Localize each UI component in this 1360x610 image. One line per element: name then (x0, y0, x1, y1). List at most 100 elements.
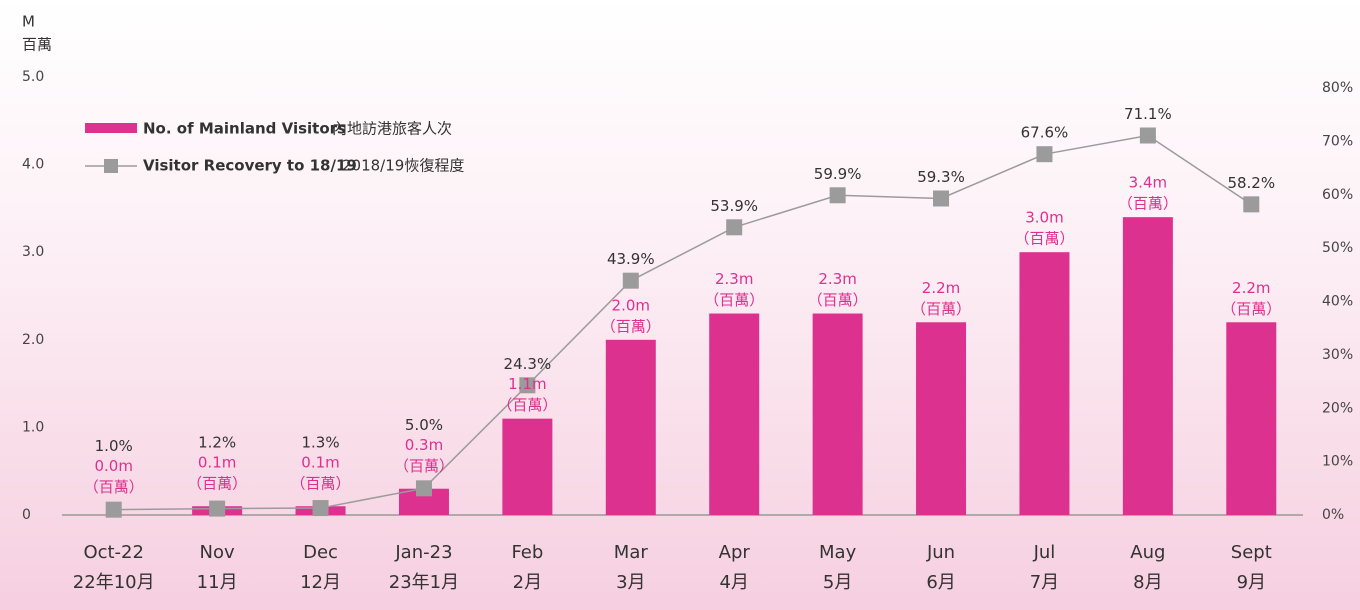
recovery-marker (726, 219, 743, 236)
bar-value-unit: （百萬） (1221, 300, 1281, 318)
x-tick-label-zh: 9月 (1237, 572, 1266, 593)
recovery-marker (1036, 146, 1053, 163)
x-tick-label: Feb (511, 542, 543, 563)
recovery-line (113, 134, 1252, 511)
y-tick-label: 1.0 (22, 419, 44, 435)
recovery-marker (829, 187, 846, 204)
x-tick-label: Jul (1033, 542, 1056, 563)
y-axis-label-zh: 百萬 (22, 36, 52, 54)
bar (1226, 322, 1277, 515)
bar (502, 418, 553, 515)
bar-value-unit: （百萬） (911, 300, 971, 318)
bar-value-unit: （百萬） (601, 317, 661, 335)
x-tick-label: Jan-23 (394, 542, 452, 563)
y2-tick-label: 20% (1322, 400, 1353, 416)
recovery-marker (209, 500, 226, 517)
x-tick-label-zh: 12月 (300, 572, 341, 593)
bar-value-unit: （百萬） (394, 457, 454, 475)
line-value-label: 1.3% (301, 434, 339, 452)
line-value-label: 1.2% (198, 434, 236, 452)
x-tick-label: Apr (719, 542, 751, 563)
bar (916, 322, 967, 515)
bar-value-label: 3.0m (1025, 209, 1063, 227)
x-tick-label-zh: 11月 (197, 572, 238, 593)
x-tick-label: Aug (1130, 542, 1165, 563)
bar-value-unit: （百萬） (704, 291, 764, 309)
bar-value-label: 1.1m (508, 375, 546, 393)
y2-tick-label: 0% (1322, 507, 1344, 523)
bar-value-label: 2.3m (715, 270, 753, 288)
legend-label-zh: 內地訪港旅客人次 (332, 120, 452, 138)
recovery-marker (1139, 127, 1156, 144)
line-value-label: 59.3% (917, 168, 965, 186)
bar (1122, 217, 1173, 515)
bar (709, 313, 760, 515)
recovery-marker (312, 500, 329, 517)
y2-tick-label: 40% (1322, 294, 1353, 310)
bar-value-unit: （百萬） (497, 396, 557, 414)
bar (812, 313, 863, 515)
line-value-label: 53.9% (710, 197, 758, 215)
bar-value-label: 2.0m (612, 296, 650, 314)
y2-tick-label: 10% (1322, 454, 1353, 470)
x-tick-label: Sept (1231, 542, 1272, 563)
x-tick-label: Nov (200, 542, 235, 563)
line-value-label: 43.9% (607, 250, 655, 268)
legend-swatch (85, 123, 137, 133)
bar-value-label: 2.3m (818, 270, 856, 288)
x-tick-label: Oct-22 (83, 542, 144, 563)
x-tick-label-zh: 7月 (1030, 572, 1059, 593)
line-value-label: 58.2% (1227, 174, 1275, 192)
bar-value-label: 2.2m (1232, 279, 1270, 297)
bar-value-label: 0.1m (301, 454, 339, 472)
bar-value-unit: （百萬） (291, 475, 351, 493)
x-tick-label-zh: 22年10月 (73, 572, 155, 593)
x-tick-label-zh: 4月 (719, 572, 748, 593)
x-tick-label-zh: 3月 (616, 572, 645, 593)
bar-value-label: 0.3m (405, 436, 443, 454)
bar-value-unit: （百萬） (1118, 195, 1178, 213)
bar-value-label: 3.4m (1129, 174, 1167, 192)
x-tick-label-zh: 2月 (513, 572, 542, 593)
line-value-label: 59.9% (814, 165, 862, 183)
bar-value-unit: （百萬） (1014, 230, 1074, 248)
x-tick-label-zh: 23年1月 (389, 572, 459, 593)
y2-tick-label: 80% (1322, 80, 1353, 96)
y2-tick-label: 60% (1322, 187, 1353, 203)
x-tick-label-zh: 6月 (926, 572, 955, 593)
bar-value-unit: （百萬） (187, 475, 247, 493)
bar-value-label: 0.0m (94, 457, 132, 475)
x-tick-label: Mar (614, 542, 649, 563)
line-value-label: 24.3% (504, 355, 552, 373)
y2-tick-label: 50% (1322, 240, 1353, 256)
recovery-marker (1243, 196, 1260, 213)
x-tick-label-zh: 8月 (1133, 572, 1162, 593)
y-tick-label: 0 (22, 507, 31, 523)
bar-value-unit: （百萬） (808, 291, 868, 309)
bar-value-label: 0.1m (198, 454, 236, 472)
legend-label-zh: 2018/19恢復程度 (342, 157, 464, 175)
y-axis-label: M (22, 13, 35, 31)
y-tick-label: 4.0 (22, 157, 44, 173)
bar-value-label: 2.2m (922, 279, 960, 297)
x-tick-label: Jun (926, 542, 955, 563)
x-tick-label: Dec (303, 542, 338, 563)
recovery-marker (105, 501, 122, 518)
recovery-marker (415, 480, 432, 497)
y-tick-label: 2.0 (22, 332, 44, 348)
bar-value-unit: （百萬） (84, 478, 144, 496)
bar (605, 339, 656, 515)
y-tick-label: 3.0 (22, 244, 44, 260)
line-value-label: 67.6% (1021, 124, 1069, 142)
x-tick-label: May (819, 542, 857, 563)
legend-marker (104, 159, 118, 173)
y-tick-label: 5.0 (22, 69, 44, 85)
line-value-label: 71.1% (1124, 105, 1172, 123)
recovery-marker (519, 377, 536, 394)
bar (1019, 252, 1070, 515)
legend-label: No. of Mainland Visitors (143, 120, 346, 138)
recovery-marker (933, 190, 950, 207)
y2-tick-label: 70% (1322, 133, 1353, 149)
line-value-label: 5.0% (405, 416, 443, 434)
